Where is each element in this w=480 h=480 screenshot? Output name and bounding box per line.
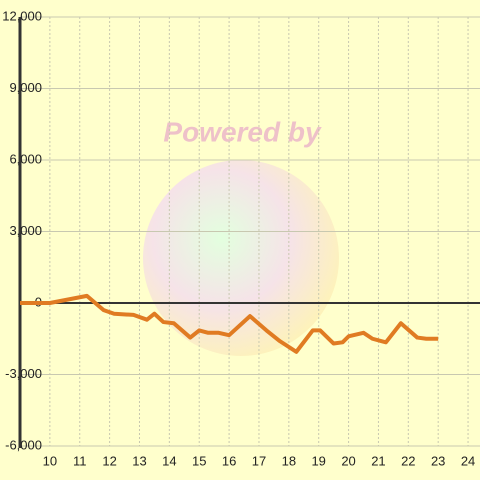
x-tick-label: 18	[282, 453, 296, 468]
y-tick-label: 3,000	[9, 223, 42, 238]
x-tick-label: 24	[461, 453, 475, 468]
x-tick-label: 20	[341, 453, 355, 468]
watermark-text: Powered by	[163, 116, 322, 147]
x-tick-label: 16	[222, 453, 236, 468]
x-tick-label: 23	[431, 453, 445, 468]
y-tick-label: 9,000	[9, 80, 42, 95]
x-tick-label: 15	[192, 453, 206, 468]
y-tick-label: 12,000	[2, 8, 42, 23]
y-tick-label: -6,000	[5, 437, 42, 452]
x-tick-label: 22	[401, 453, 415, 468]
x-tick-label: 14	[162, 453, 176, 468]
x-tick-label: 21	[371, 453, 385, 468]
watermark-logo	[143, 160, 339, 356]
x-tick-label: 12	[102, 453, 116, 468]
x-tick-label: 17	[252, 453, 266, 468]
y-tick-label: -3,000	[5, 366, 42, 381]
x-tick-label: 19	[311, 453, 325, 468]
y-tick-label: 6,000	[9, 151, 42, 166]
x-tick-label: 13	[132, 453, 146, 468]
data-line	[20, 293, 439, 354]
x-tick-label: 11	[73, 453, 87, 468]
x-tick-label: 10	[43, 453, 57, 468]
